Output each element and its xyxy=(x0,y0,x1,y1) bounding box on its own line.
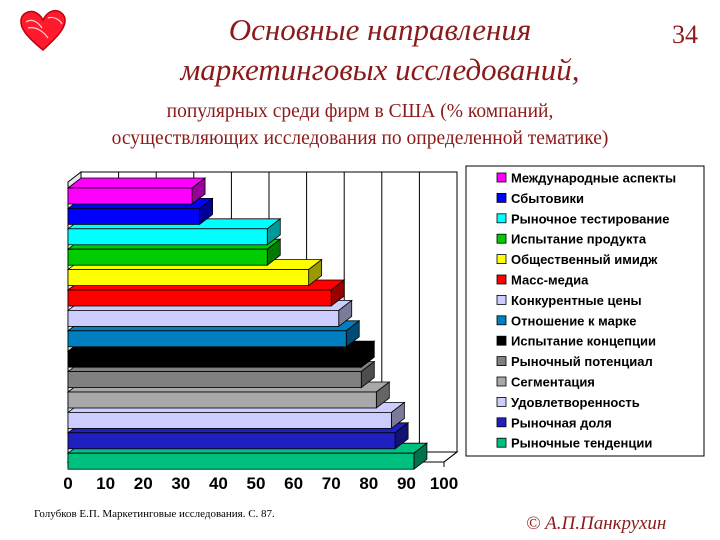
legend-label: Рыночные тенденции xyxy=(511,436,652,451)
chart-bars xyxy=(66,177,429,471)
x-tick-label: 80 xyxy=(359,474,378,493)
bar-front xyxy=(67,391,377,409)
legend-swatch xyxy=(496,192,507,203)
title-line-1: Основные направления xyxy=(228,12,532,47)
slide-title: Основные направления маркетинговых иссле… xyxy=(110,10,650,90)
slide-subtitle: популярных среди фирм в США (% компаний,… xyxy=(20,98,700,152)
legend-label: Рыночный потенциал xyxy=(511,354,653,369)
legend-item: Сбытовики xyxy=(496,191,584,206)
legend-swatch xyxy=(496,396,507,407)
legend-item: Конкурентные цены xyxy=(496,293,642,308)
legend-item: Рыночный потенциал xyxy=(496,354,653,369)
floor-gridline xyxy=(443,451,458,463)
legend-item: Рыночная доля xyxy=(496,415,612,430)
x-tick-label: 50 xyxy=(247,474,266,493)
x-tick-label: 60 xyxy=(284,474,303,493)
legend-label: Отношение к марке xyxy=(511,313,637,328)
bar-front xyxy=(67,309,340,327)
x-tick-label: 10 xyxy=(96,474,115,493)
title-line-2: маркетинговых исследований, xyxy=(180,52,580,87)
x-tick-label: 90 xyxy=(397,474,416,493)
legend-label: Масс-медиа xyxy=(511,273,589,288)
legend-swatch xyxy=(496,233,507,244)
bar-front xyxy=(67,207,201,225)
legend-label: Общественный имидж xyxy=(511,252,658,267)
x-tick-label: 100 xyxy=(430,474,458,493)
x-axis-ticks: 0 10 20 30 40 50 60 70 80 90 100 xyxy=(63,474,458,493)
x-tick-label: 70 xyxy=(322,474,341,493)
legend-label: Международные аспекты xyxy=(511,171,676,186)
legend-swatch xyxy=(496,315,507,326)
legend-swatch xyxy=(496,376,507,387)
legend-item: Удовлетворенность xyxy=(496,395,640,410)
x-tick-label: 0 xyxy=(63,474,72,493)
bar-front xyxy=(67,452,415,470)
x-tick-label: 20 xyxy=(134,474,153,493)
legend-label: Испытание продукта xyxy=(511,232,647,247)
legend-swatch xyxy=(496,213,507,224)
legend-item: Отношение к марке xyxy=(496,313,637,328)
subtitle-line-1: популярных среди фирм в США (% компаний, xyxy=(166,101,554,122)
x-tick-label: 30 xyxy=(171,474,190,493)
subtitle-line-2: осуществляющих исследования по определен… xyxy=(111,128,609,149)
legend-item: Рыночное тестирование xyxy=(496,211,669,226)
copyright-note: © А.П.Панкрухин xyxy=(526,513,667,534)
legend-item: Рыночные тенденции xyxy=(496,436,652,451)
bar-front xyxy=(67,330,347,348)
x-tick-label: 40 xyxy=(209,474,228,493)
bar-top xyxy=(66,177,207,189)
legend-swatch xyxy=(496,274,507,285)
legend-item: Общественный имидж xyxy=(496,252,658,267)
legend-box xyxy=(465,165,705,457)
bar-front xyxy=(67,350,362,368)
bar-front xyxy=(67,432,396,450)
legend-label: Сегментация xyxy=(511,375,595,390)
source-note: Голубков Е.П. Маркетинговые исследования… xyxy=(34,508,275,520)
legend-label: Рыночное тестирование xyxy=(511,211,669,226)
legend-swatch xyxy=(496,335,507,346)
bar xyxy=(66,177,207,205)
legend-item: Испытание концепции xyxy=(496,334,656,349)
legend-label: Испытание концепции xyxy=(511,334,656,349)
bar-front xyxy=(67,228,268,246)
legend-swatch xyxy=(496,294,507,305)
bar-front xyxy=(67,289,332,307)
legend-swatch xyxy=(496,172,507,183)
legend-swatch xyxy=(496,356,507,367)
legend-label: Сбытовики xyxy=(511,191,584,206)
page-number: 34 xyxy=(672,20,698,49)
bar-front xyxy=(67,248,268,266)
chart-legend: Международные аспекты Сбытовики Рыночное т… xyxy=(465,165,705,457)
legend-swatch xyxy=(496,437,507,448)
heart-icon xyxy=(20,10,66,51)
legend-item: Сегментация xyxy=(496,375,595,390)
bar-front xyxy=(67,371,362,389)
bar-front xyxy=(67,411,392,429)
legend-item: Испытание продукта xyxy=(496,232,647,247)
legend-item: Международные аспекты xyxy=(496,171,676,186)
legend-label: Рыночная доля xyxy=(511,415,612,430)
legend-label: Удовлетворенность xyxy=(511,395,640,410)
legend-label: Конкурентные цены xyxy=(511,293,642,308)
bar-front xyxy=(67,269,310,287)
legend-item: Масс-медиа xyxy=(496,273,589,288)
legend-swatch xyxy=(496,254,507,265)
legend-swatch xyxy=(496,417,507,428)
bar-front xyxy=(67,187,193,205)
